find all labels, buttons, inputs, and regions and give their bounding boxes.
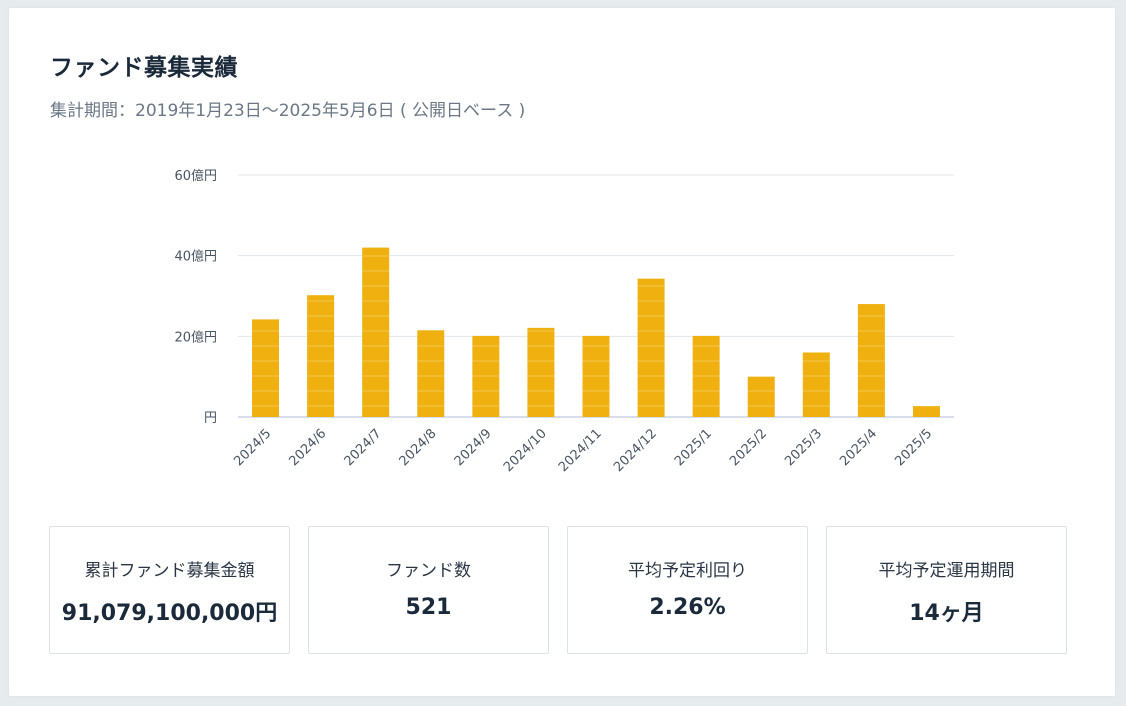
bar: [307, 295, 335, 417]
x-tick-label: 2025/1: [672, 426, 715, 469]
bar: [637, 278, 665, 417]
x-tick-label: 2024/11: [556, 426, 605, 475]
bar-group: [857, 304, 885, 417]
bar: [252, 319, 280, 417]
x-tick-label: 2024/9: [452, 426, 495, 469]
monthly-fund-bar-chart: 円 20億円 40億円 60億円 2024/5 2024/6 2024/7 2024/8 202…: [174, 168, 954, 475]
bar-group: [637, 278, 665, 417]
stat-average-yield: 平均予定利回り 2.26%: [567, 526, 808, 654]
stat-fund-count: ファンド数 521: [308, 526, 549, 654]
bar: [582, 335, 610, 417]
bar-group: [912, 406, 940, 417]
bar-group: [747, 376, 775, 417]
bar: [362, 247, 390, 417]
y-tick-label: 20億円: [174, 329, 217, 345]
bar-group: [582, 335, 610, 417]
stat-value: 91,079,100,000円: [61, 601, 278, 626]
stat-label: 平均予定利回り: [628, 561, 747, 581]
stat-label: ファンド数: [386, 561, 471, 581]
stat-value: 14ヶ月: [909, 601, 984, 626]
y-tick-label: 円: [204, 411, 217, 426]
bar: [417, 330, 445, 417]
bar-group: [307, 295, 335, 417]
bar: [527, 327, 555, 417]
bar-group: [252, 319, 280, 417]
bar-group: [472, 335, 500, 417]
x-tick-label: 2024/12: [611, 426, 660, 475]
stats-row: 累計ファンド募集金額 91,079,100,000円 ファンド数 521 平均予…: [49, 526, 1067, 654]
x-tick-label: 2025/3: [782, 426, 825, 469]
stat-label: 累計ファンド募集金額: [84, 561, 255, 581]
y-tick-label: 60億円: [174, 168, 217, 184]
bar: [857, 304, 885, 417]
stat-label: 平均予定運用期間: [878, 561, 1015, 581]
x-tick-label: 2025/5: [892, 426, 935, 469]
bar-group: [527, 327, 555, 417]
x-tick-label: 2025/2: [727, 426, 770, 469]
x-tick-label: 2024/6: [286, 426, 329, 469]
bar: [472, 335, 500, 417]
bar-group: [692, 335, 720, 417]
x-tick-label: 2024/10: [501, 426, 550, 475]
bar: [747, 376, 775, 417]
stat-average-period: 平均予定運用期間 14ヶ月: [826, 526, 1067, 654]
stat-value: 521: [405, 595, 452, 620]
fund-results-card: ファンド募集実績 集計期間：2019年1月23日〜2025年5月6日 ( 公開日…: [9, 8, 1115, 696]
bar: [692, 335, 720, 417]
bar-group: [802, 352, 830, 417]
y-tick-label: 40億円: [174, 249, 217, 265]
stat-value: 2.26%: [649, 595, 726, 620]
bar: [802, 352, 830, 417]
x-tick-label: 2024/8: [397, 426, 440, 469]
x-tick-label: 2024/5: [231, 426, 274, 469]
stat-total-amount: 累計ファンド募集金額 91,079,100,000円: [49, 526, 290, 654]
x-tick-label: 2024/7: [342, 426, 385, 469]
bar-group: [362, 247, 390, 417]
aggregation-period: 集計期間：2019年1月23日〜2025年5月6日 ( 公開日ベース ): [50, 101, 526, 121]
bar: [912, 406, 940, 417]
x-tick-label: 2025/4: [837, 426, 880, 469]
bar-group: [417, 330, 445, 417]
page-title: ファンド募集実績: [50, 55, 238, 81]
